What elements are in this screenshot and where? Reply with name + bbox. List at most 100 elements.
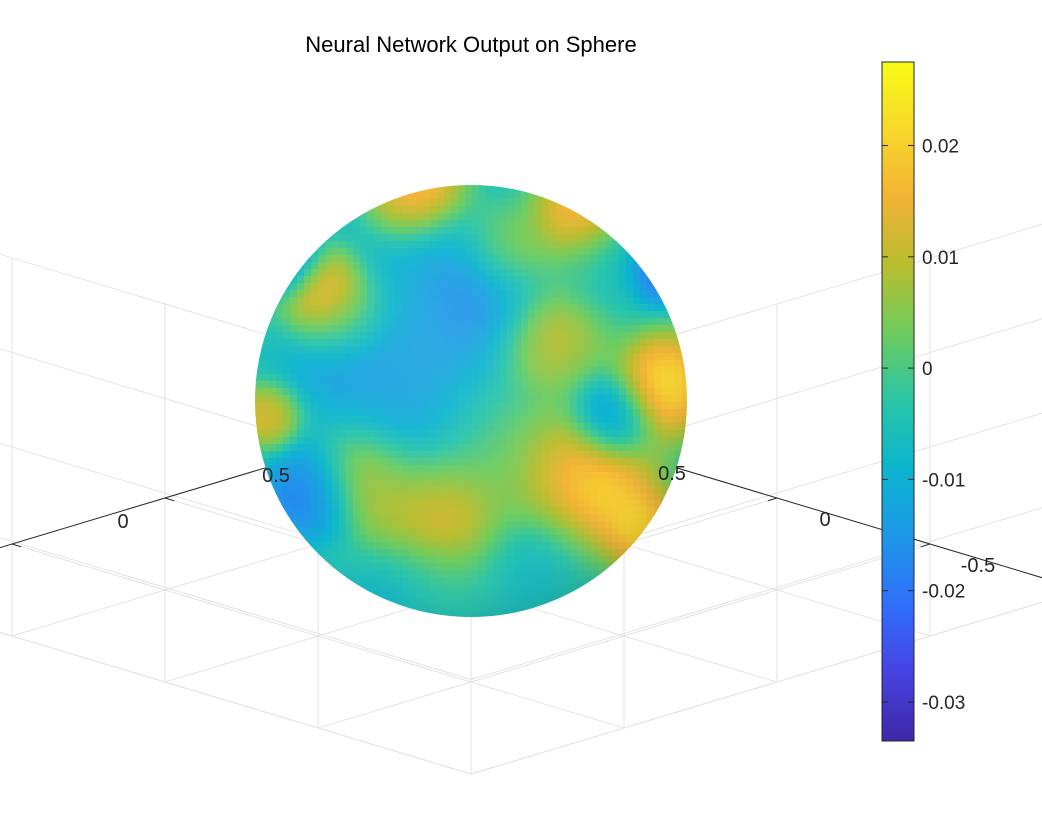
surface-patch: [647, 269, 655, 277]
surface-patch: [528, 185, 536, 193]
surface-patch: [304, 248, 312, 256]
surface-patch: [304, 549, 312, 557]
surface-patch: [528, 612, 536, 617]
chart-title: Neural Network Output on Sphere: [305, 32, 636, 57]
surface-patch: [276, 283, 284, 291]
colorbar-bar: [881, 61, 915, 742]
surface-patch: [325, 570, 333, 578]
surface-patch: [626, 556, 634, 564]
surface-patch: [360, 591, 368, 599]
surface-patch: [549, 605, 557, 613]
surface-patch: [654, 521, 662, 529]
surface-patch: [661, 290, 669, 298]
surface-patch: [577, 206, 585, 214]
surface-patch: [682, 339, 687, 347]
surface-patch: [311, 556, 319, 564]
surface-patch: [255, 339, 263, 347]
surface-patch: [556, 598, 564, 606]
surface-patch: [675, 325, 683, 333]
surface-patch: [381, 192, 389, 200]
surface-patch: [353, 206, 361, 214]
surface-patch: [570, 199, 578, 207]
grid-line: [0, 631, 472, 775]
surface-patch: [311, 241, 319, 249]
surface-patch: [283, 521, 291, 529]
surface-patch: [318, 563, 326, 571]
surface-patch: [626, 241, 634, 249]
surface-patch: [668, 493, 676, 501]
surface-patch: [584, 584, 592, 592]
surface-patch: [402, 185, 410, 193]
surface-patch: [682, 346, 687, 354]
surface-patch: [514, 612, 522, 617]
colorbar-tick-label: -0.01: [922, 470, 965, 491]
colorbar: 0.02 0.01 0 -0.01 -0.02 -0.03: [881, 61, 965, 742]
surface-patch: [374, 598, 382, 606]
surface-patch: [269, 493, 277, 501]
surface-patch: [619, 234, 627, 242]
surface-patch: [654, 276, 662, 284]
surface-patch: [535, 185, 543, 193]
surface-patch: [318, 234, 326, 242]
surface-patch: [388, 192, 396, 200]
surface-patch: [591, 213, 599, 221]
x-tick-label: 0: [117, 511, 128, 533]
surface-patch: [262, 486, 270, 494]
surface-patch: [633, 248, 641, 256]
surface-patch: [416, 612, 424, 617]
grid-line: [470, 601, 1042, 775]
y-tick-label: 0: [819, 509, 830, 531]
surface-patch: [682, 353, 687, 361]
surface-patch: [682, 332, 687, 340]
x-tick-label: 0.5: [262, 465, 290, 487]
surface-patch: [563, 598, 571, 606]
surface-patch: [276, 507, 284, 515]
surface-patch: [521, 612, 529, 617]
surface-patch: [584, 206, 592, 214]
surface-patch: [423, 612, 431, 617]
colorbar-tick-label: -0.02: [922, 582, 965, 603]
surface-patch: [675, 318, 683, 326]
x-tick-mark: [164, 497, 175, 502]
surface-patch: [367, 598, 375, 606]
surface-patch: [276, 514, 284, 522]
colorbar-ticks: 0.02 0.01 0 -0.01 -0.02 -0.03: [882, 136, 965, 714]
surface-patch: [290, 262, 298, 270]
colorbar-tick-label: 0.02: [922, 136, 959, 157]
surface-patch: [682, 451, 687, 459]
surface-patch: [563, 199, 571, 207]
surface-patch: [297, 255, 305, 263]
surface-patch: [409, 612, 417, 617]
surface-patch: [612, 563, 620, 571]
surface-patch: [339, 577, 347, 585]
surface-patch: [262, 311, 270, 319]
surface-patch: [668, 297, 676, 305]
surface-patch: [346, 213, 354, 221]
surface-patch: [640, 255, 648, 263]
colorbar-tick-label: 0: [922, 359, 933, 380]
surface-patch: [577, 591, 585, 599]
surface-patch: [409, 185, 417, 193]
colorbar-tick-label: 0.01: [922, 248, 959, 269]
surface-patch: [402, 612, 410, 617]
surface-patch: [612, 227, 620, 235]
sphere-shading: [255, 185, 687, 617]
surface-patch: [668, 304, 676, 312]
surface-patch: [556, 192, 564, 200]
surface-patch: [619, 563, 627, 571]
x-tick-mark: [11, 543, 22, 548]
surface-patch: [325, 227, 333, 235]
y-tick-label: 0.5: [658, 463, 686, 485]
y-tick-mark: [920, 543, 931, 548]
surface-patch: [262, 318, 270, 326]
surface-patch: [633, 549, 641, 557]
surface-patch: [668, 486, 676, 494]
grid-line: [0, 631, 472, 775]
surface-patch: [346, 584, 354, 592]
surface-patch: [283, 276, 291, 284]
surface-patch: [388, 605, 396, 613]
surface-patch: [549, 192, 557, 200]
surface-patch: [598, 220, 606, 228]
surface-patch: [605, 570, 613, 578]
